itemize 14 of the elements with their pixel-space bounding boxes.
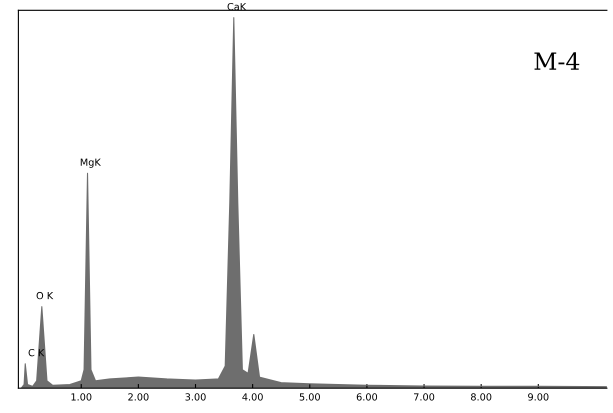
x-tick-label: 8.00 bbox=[471, 393, 492, 401]
x-tick-label: 2.00 bbox=[128, 393, 149, 401]
x-tick-label: 6.00 bbox=[356, 393, 378, 401]
annotation: CaK bbox=[228, 2, 246, 10]
x-tick-label: 9.00 bbox=[528, 393, 548, 401]
x-tick-label: 3.00 bbox=[185, 393, 206, 401]
annotation: C K bbox=[28, 348, 44, 356]
x-tick-label: 1.00 bbox=[71, 393, 92, 401]
annotation: O K bbox=[36, 292, 54, 300]
annotation: MgK bbox=[80, 158, 101, 168]
x-tick-label: 4.00 bbox=[242, 393, 263, 401]
x-tick-label: 7.00 bbox=[414, 393, 434, 401]
x-tick-label: 5.00 bbox=[300, 393, 320, 401]
text: M-4 bbox=[534, 52, 580, 70]
